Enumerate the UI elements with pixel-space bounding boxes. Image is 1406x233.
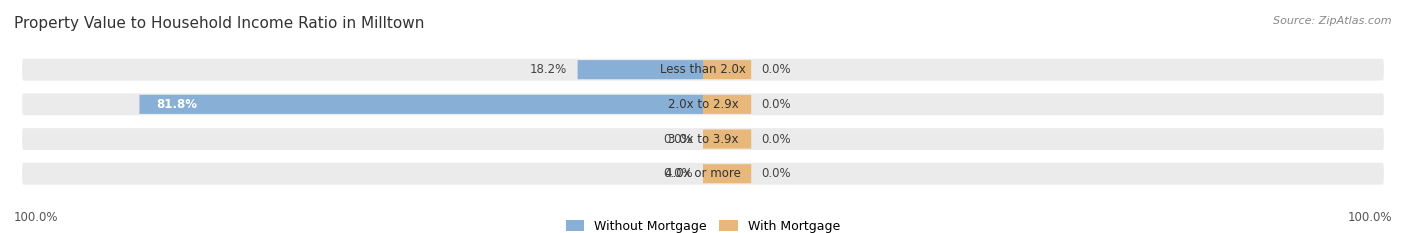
Text: Less than 2.0x: Less than 2.0x	[659, 63, 747, 76]
FancyBboxPatch shape	[703, 130, 751, 149]
Text: Source: ZipAtlas.com: Source: ZipAtlas.com	[1274, 16, 1392, 26]
FancyBboxPatch shape	[21, 161, 1385, 186]
FancyBboxPatch shape	[703, 95, 751, 114]
Text: 0.0%: 0.0%	[664, 167, 693, 180]
FancyBboxPatch shape	[21, 127, 1385, 151]
Text: 0.0%: 0.0%	[762, 63, 792, 76]
FancyBboxPatch shape	[21, 92, 1385, 117]
FancyBboxPatch shape	[578, 60, 703, 79]
FancyBboxPatch shape	[139, 95, 703, 114]
Text: 0.0%: 0.0%	[762, 98, 792, 111]
Text: 81.8%: 81.8%	[156, 98, 198, 111]
Text: 100.0%: 100.0%	[1347, 211, 1392, 224]
Text: 18.2%: 18.2%	[530, 63, 567, 76]
Text: 2.0x to 2.9x: 2.0x to 2.9x	[668, 98, 738, 111]
FancyBboxPatch shape	[703, 164, 751, 183]
Text: 0.0%: 0.0%	[762, 133, 792, 146]
Legend: Without Mortgage, With Mortgage: Without Mortgage, With Mortgage	[565, 219, 841, 233]
Text: 0.0%: 0.0%	[664, 133, 693, 146]
Text: 0.0%: 0.0%	[762, 167, 792, 180]
FancyBboxPatch shape	[703, 60, 751, 79]
FancyBboxPatch shape	[21, 57, 1385, 82]
Text: 3.0x to 3.9x: 3.0x to 3.9x	[668, 133, 738, 146]
Text: 100.0%: 100.0%	[14, 211, 59, 224]
Text: 4.0x or more: 4.0x or more	[665, 167, 741, 180]
Text: Property Value to Household Income Ratio in Milltown: Property Value to Household Income Ratio…	[14, 16, 425, 31]
